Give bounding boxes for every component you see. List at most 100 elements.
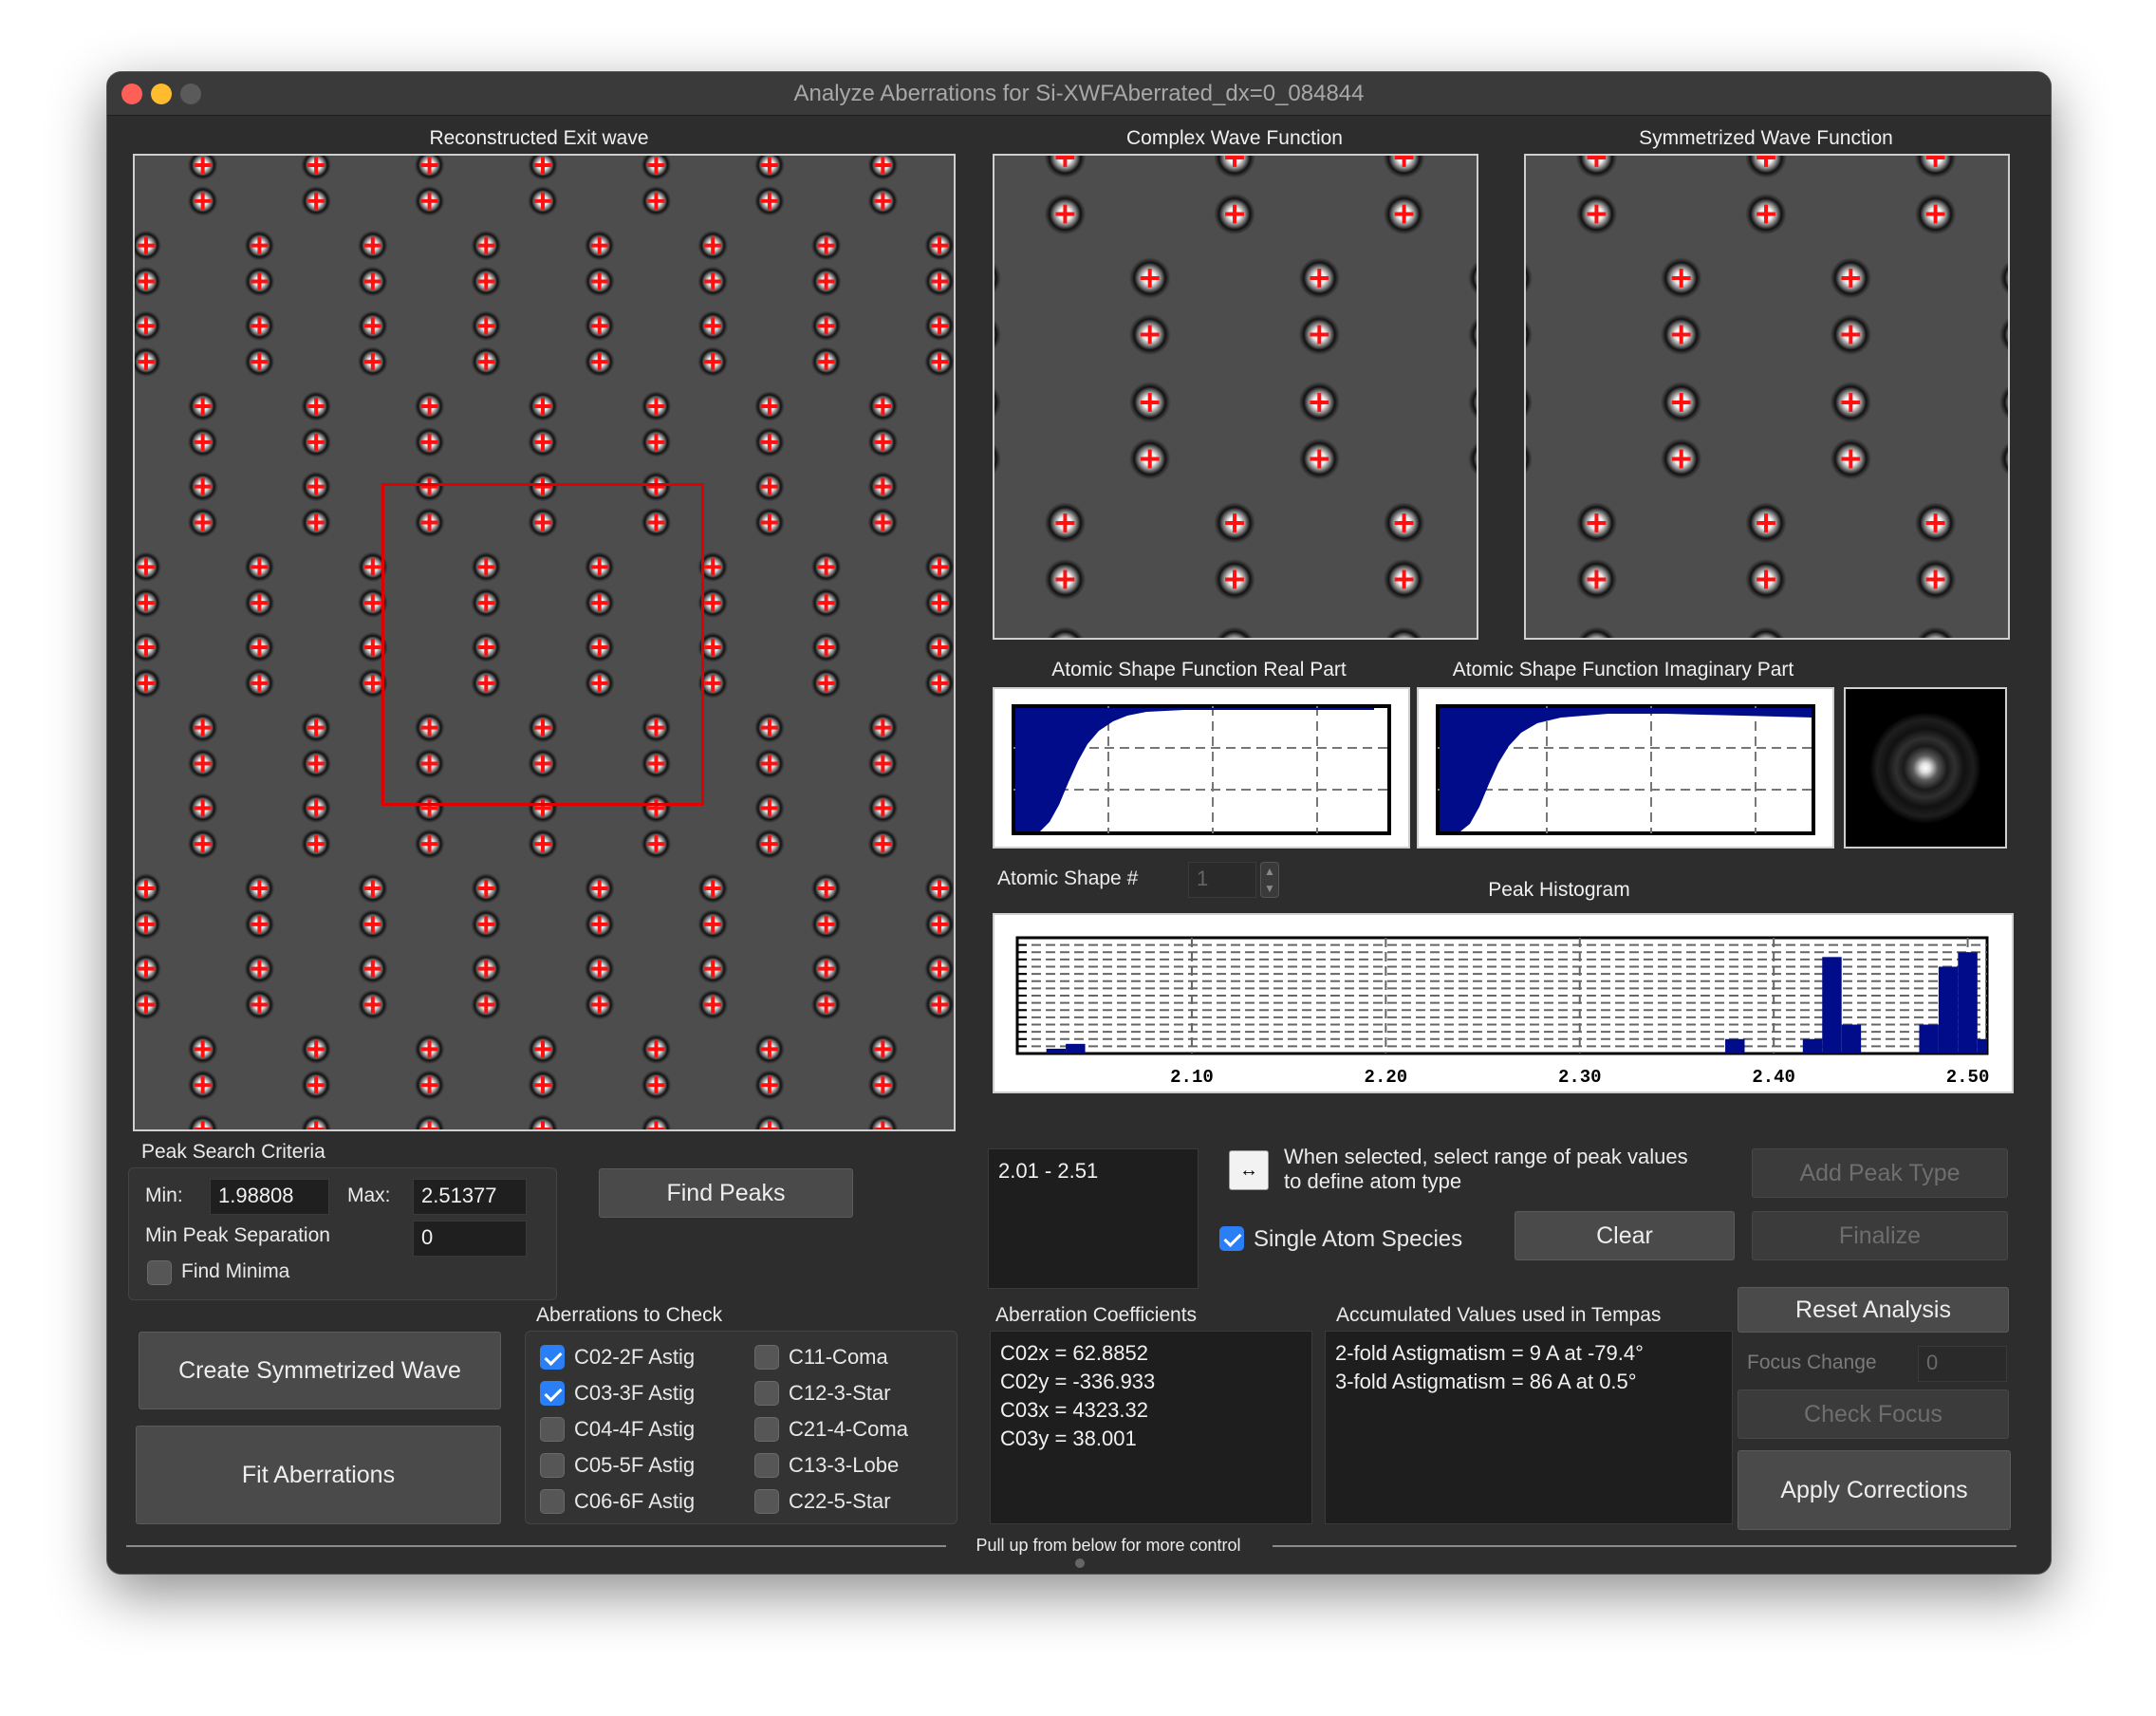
atomic-shape-thumbnail [1844,687,2007,849]
histogram-bar [1958,952,1978,1054]
histogram-tick-label: 2.50 [1946,1067,1990,1088]
aberration-label: C04-4F Astig [574,1417,696,1441]
analyze-aberrations-window: Analyze Aberrations for Si-XWFAberrated_… [106,71,2052,1575]
aberration-label: C11-Coma [789,1345,888,1369]
reset-analysis-button[interactable]: Reset Analysis [1738,1287,2009,1333]
find-minima-label: Find Minima [181,1260,290,1282]
histogram-tick-label: 2.10 [1170,1067,1214,1088]
peak-search-title: Peak Search Criteria [141,1141,325,1163]
complex-wave-image[interactable] [993,154,1478,640]
histogram-bar [1841,1024,1862,1054]
aberration-label: C22-5-Star [789,1489,891,1513]
histogram-bar [1977,1038,1987,1054]
symmetrized-wave-title: Symmetrized Wave Function [1639,127,1893,149]
create-symmetrized-wave-button[interactable]: Create Symmetrized Wave [139,1332,501,1409]
aberration-checkbox-c22-5-star[interactable] [754,1489,779,1514]
drawer-handle[interactable] [1075,1558,1085,1568]
zoom-window-button[interactable] [180,84,201,104]
footer-separator-left [126,1545,946,1547]
histogram-bar [1066,1043,1086,1054]
asf-real-title: Atomic Shape Function Real Part [1051,659,1347,681]
aberration-label: C03-3F Astig [574,1381,696,1405]
close-window-button[interactable] [121,84,142,104]
histogram-title: Peak Histogram [1488,879,1630,901]
apply-corrections-button[interactable]: Apply Corrections [1738,1450,2011,1530]
histogram-bar [1919,1024,1939,1054]
window-title: Analyze Aberrations for Si-XWFAberrated_… [793,81,1365,106]
max-field[interactable]: 2.51377 [413,1179,527,1215]
single-atom-species-checkbox[interactable] [1219,1226,1244,1251]
aberration-checkbox-c21-4-coma[interactable] [754,1417,779,1442]
exit-wave-image[interactable] [133,154,956,1131]
asf-imag-title: Atomic Shape Function Imaginary Part [1452,659,1794,681]
aberration-checkbox-c02-2f-astig[interactable] [540,1345,565,1370]
aberration-label: C02-2F Astig [574,1345,696,1369]
accumulated-line: 2-fold Astigmatism = 9 A at -79.4° [1335,1341,1644,1365]
complex-wave-title: Complex Wave Function [1126,127,1343,149]
aberration-checkbox-c11-coma[interactable] [754,1345,779,1370]
finalize-button[interactable]: Finalize [1752,1211,2008,1260]
exit-wave-title: Reconstructed Exit wave [429,127,649,149]
coefficients-text: C02x = 62.8852 C02y = -336.933 C03x = 43… [990,1331,1312,1524]
aberration-label: C13-3-Lobe [789,1453,900,1477]
atomic-shape-stepper[interactable]: ▲ ▼ [1260,862,1279,898]
coefficients-title: Aberration Coefficients [995,1304,1198,1326]
max-label: Max: [347,1184,391,1206]
asf-real-plot [993,687,1410,849]
aberration-checkbox-c05-5f-astig[interactable] [540,1453,565,1478]
histogram-bar [1802,1038,1823,1054]
symmetrized-wave-lattice [1526,156,2008,638]
peak-histogram[interactable]: 2.10 2.20 2.30 2.40 2.50 [993,913,2014,1093]
aberration-checkbox-c13-3-lobe[interactable] [754,1453,779,1478]
peak-range-list[interactable]: 2.01 - 2.51 [988,1148,1199,1289]
accumulated-text: 2-fold Astigmatism = 9 A at -79.4° 3-fol… [1325,1331,1733,1524]
accumulated-line: 3-fold Astigmatism = 86 A at 0.5° [1335,1370,1637,1393]
complex-wave-lattice [994,156,1477,638]
minimize-window-button[interactable] [151,84,172,104]
histogram-bar [1046,1048,1067,1054]
coefficient-line: C02x = 62.8852 [1000,1341,1148,1365]
histogram-tick-label: 2.20 [1365,1067,1408,1088]
pull-up-hint[interactable]: Pull up from below for more control [976,1536,1241,1555]
aberration-checkbox-c06-6f-astig[interactable] [540,1489,565,1514]
peak-range-item[interactable]: 2.01 - 2.51 [998,1159,1099,1183]
aberrations-title: Aberrations to Check [536,1304,723,1326]
aberration-label: C06-6F Astig [574,1489,696,1513]
focus-change-field[interactable]: 0 [1918,1346,2007,1382]
aberration-checkbox-c12-3-star[interactable] [754,1381,779,1406]
single-atom-species-label: Single Atom Species [1254,1226,1463,1252]
focus-change-label: Focus Change [1747,1352,1877,1373]
fit-aberrations-button[interactable]: Fit Aberrations [136,1426,501,1524]
histogram-tick-label: 2.40 [1752,1067,1795,1088]
histogram-bar [1822,957,1842,1054]
clear-button[interactable]: Clear [1515,1211,1735,1260]
accumulated-title: Accumulated Values used in Tempas [1336,1304,1662,1326]
aberration-checkbox-c04-4f-astig[interactable] [540,1417,565,1442]
asf-imag-plot [1417,687,1834,849]
selection-rectangle[interactable] [381,483,704,806]
coefficient-line: C03x = 4323.32 [1000,1398,1148,1422]
footer-separator-right [1273,1545,2017,1547]
aberration-label: C21-4-Coma [789,1417,908,1441]
symmetrized-wave-image[interactable] [1524,154,2010,640]
add-peak-type-button[interactable]: Add Peak Type [1752,1148,2008,1198]
aberrations-group [525,1331,957,1524]
atomic-shape-field[interactable]: 1 [1188,862,1256,898]
histogram-bar [1725,1038,1745,1054]
coefficient-line: C02y = -336.933 [1000,1370,1156,1393]
atomic-shape-label: Atomic Shape # [997,867,1139,889]
min-label: Min: [145,1184,183,1206]
min-field[interactable]: 1.98808 [210,1179,329,1215]
min-separation-field[interactable]: 0 [413,1221,527,1257]
find-peaks-button[interactable]: Find Peaks [599,1168,853,1218]
histogram-tick-label: 2.30 [1558,1067,1602,1088]
title-bar: Analyze Aberrations for Si-XWFAberrated_… [107,72,2051,116]
coefficient-line: C03y = 38.001 [1000,1427,1137,1450]
range-hint-line1: When selected, select range of peak valu… [1284,1145,1688,1168]
range-select-icon[interactable]: ↔ [1229,1150,1269,1190]
atomic-shape-spot [1870,713,1980,823]
find-minima-checkbox[interactable] [147,1260,172,1285]
check-focus-button[interactable]: Check Focus [1738,1390,2009,1439]
exit-wave-lattice [135,156,954,1129]
aberration-checkbox-c03-3f-astig[interactable] [540,1381,565,1406]
